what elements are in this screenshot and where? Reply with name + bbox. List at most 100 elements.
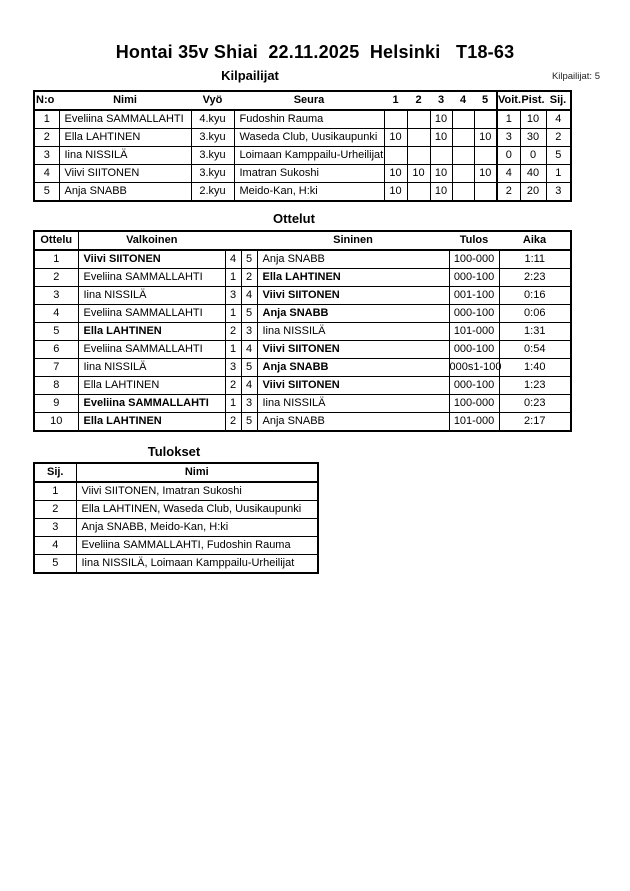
table-row: 2 Ella LAHTINEN 3.kyu Waseda Club, Uusik… <box>33 128 572 147</box>
cell-match-2: 10 <box>406 164 431 183</box>
cell-tulos: 000-100 <box>448 340 500 359</box>
cell-valkoinen-no: 3 <box>224 286 242 305</box>
cell-sininen-no: 2 <box>240 268 258 287</box>
cell-valkoinen-no: 2 <box>224 322 242 341</box>
cell-nimi: Viivi SIITONEN, Imatran Sukoshi <box>75 481 319 501</box>
cell-sininen-name: Iina NISSILÄ <box>256 322 450 341</box>
col-header-tulos: Tulos <box>449 230 499 251</box>
cell-sij: 5 <box>545 146 572 165</box>
kilpailijat-table: N:o Nimi Vyö Seura 1 2 3 4 5 Voit. Pist.… <box>33 90 572 202</box>
cell-nimi: Eveliina SAMMALLAHTI, Fudoshin Rauma <box>75 536 319 555</box>
cell-voit: 4 <box>496 164 521 183</box>
cell-nimi: Iina NISSILÄ <box>58 146 192 165</box>
cell-seura: Meido-Kan, H:ki <box>233 182 385 202</box>
cell-aika: 1:11 <box>498 249 572 269</box>
col-header-1: 1 <box>384 90 407 111</box>
cell-match-5 <box>473 182 498 202</box>
cell-vyo: 4.kyu <box>190 109 235 129</box>
cell-tulos: 000-100 <box>448 376 500 395</box>
cell-match-no: 7 <box>33 358 79 377</box>
cell-match-no: 5 <box>33 322 79 341</box>
col-header-4: 4 <box>452 90 474 111</box>
cell-valkoinen-name: Eveliina SAMMALLAHTI <box>77 394 226 413</box>
col-header-sininen-no <box>241 230 257 251</box>
col-header-sininen: Sininen <box>257 230 449 251</box>
cell-match-4 <box>451 182 475 202</box>
cell-sininen-no: 4 <box>240 340 258 359</box>
cell-sininen-name: Viivi SIITONEN <box>256 340 450 359</box>
table-row: 7 Iina NISSILÄ 3 5 Anja SNABB 000s1-100 … <box>33 358 572 377</box>
col-header-aika: Aika <box>499 230 571 251</box>
cell-match-5: 10 <box>473 128 498 147</box>
table-row: 3 Iina NISSILÄ 3 4 Viivi SIITONEN 001-10… <box>33 286 572 305</box>
cell-tulos: 101-000 <box>448 412 500 432</box>
cell-match-no: 8 <box>33 376 79 395</box>
cell-match-4 <box>451 109 475 129</box>
cell-match-no: 2 <box>33 268 79 287</box>
table-row: 10 Ella LAHTINEN 2 5 Anja SNABB 101-000 … <box>33 412 572 432</box>
table-row: 2 Eveliina SAMMALLAHTI 1 2 Ella LAHTINEN… <box>33 268 572 287</box>
cell-match-1: 10 <box>383 128 408 147</box>
section-title-ottelut: Ottelut <box>273 211 315 226</box>
table-row: 4 Eveliina SAMMALLAHTI, Fudoshin Rauma <box>33 536 319 555</box>
cell-nimi: Viivi SIITONEN <box>58 164 192 183</box>
cell-sininen-no: 5 <box>240 412 258 432</box>
cell-sininen-no: 3 <box>240 322 258 341</box>
cell-seura: Imatran Sukoshi <box>233 164 385 183</box>
cell-aika: 0:06 <box>498 304 572 323</box>
cell-tulos: 000-100 <box>448 304 500 323</box>
cell-sininen-name: Anja SNABB <box>256 358 450 377</box>
cell-seura: Loimaan Kamppailu-Urheilijat <box>233 146 385 165</box>
cell-valkoinen-name: Iina NISSILÄ <box>77 358 226 377</box>
cell-aika: 0:23 <box>498 394 572 413</box>
cell-match-1: 10 <box>383 182 408 202</box>
cell-vyo: 3.kyu <box>190 164 235 183</box>
ottelut-header-row: Ottelu Valkoinen Sininen Tulos Aika <box>34 230 571 251</box>
table-row: 6 Eveliina SAMMALLAHTI 1 4 Viivi SIITONE… <box>33 340 572 359</box>
cell-valkoinen-no: 4 <box>224 249 242 269</box>
table-row: 3 Anja SNABB, Meido-Kan, H:ki <box>33 518 319 537</box>
cell-match-no: 3 <box>33 286 79 305</box>
cell-pist: 40 <box>519 164 547 183</box>
cell-match-5 <box>473 109 498 129</box>
cell-pist: 10 <box>519 109 547 129</box>
cell-match-no: 9 <box>33 394 79 413</box>
cell-match-5 <box>473 146 498 165</box>
cell-match-no: 6 <box>33 340 79 359</box>
cell-aika: 2:17 <box>498 412 572 432</box>
table-row: 1 Viivi SIITONEN, Imatran Sukoshi <box>33 481 319 501</box>
cell-valkoinen-name: Eveliina SAMMALLAHTI <box>77 304 226 323</box>
cell-valkoinen-no: 1 <box>224 268 242 287</box>
table-row: 9 Eveliina SAMMALLAHTI 1 3 Iina NISSILÄ … <box>33 394 572 413</box>
cell-match-5: 10 <box>473 164 498 183</box>
cell-sininen-no: 4 <box>240 376 258 395</box>
cell-valkoinen-no: 1 <box>224 304 242 323</box>
cell-no: 2 <box>33 128 60 147</box>
cell-nimi: Ella LAHTINEN, Waseda Club, Uusikaupunki <box>75 500 319 519</box>
cell-sininen-no: 5 <box>240 249 258 269</box>
cell-tulos: 100-000 <box>448 249 500 269</box>
cell-match-3: 10 <box>429 109 453 129</box>
cell-nimi: Anja SNABB <box>58 182 192 202</box>
cell-valkoinen-no: 2 <box>224 412 242 432</box>
cell-sininen-no: 5 <box>240 358 258 377</box>
cell-sininen-name: Anja SNABB <box>256 304 450 323</box>
cell-valkoinen-no: 3 <box>224 358 242 377</box>
cell-match-no: 10 <box>33 412 79 432</box>
cell-sij: 2 <box>33 500 77 519</box>
cell-match-2 <box>406 182 431 202</box>
cell-valkoinen-name: Eveliina SAMMALLAHTI <box>77 340 226 359</box>
cell-match-1: 10 <box>383 164 408 183</box>
col-header-sij: Sij. <box>34 462 77 483</box>
table-row: 5 Anja SNABB 2.kyu Meido-Kan, H:ki 10 10… <box>33 182 572 202</box>
cell-tulos: 000-100 <box>448 268 500 287</box>
cell-sininen-no: 4 <box>240 286 258 305</box>
cell-aika: 1:40 <box>498 358 572 377</box>
tulokset-header-row: Sij. Nimi <box>34 462 318 483</box>
cell-sininen-name: Viivi SIITONEN <box>256 376 450 395</box>
cell-voit: 0 <box>496 146 521 165</box>
col-header-2: 2 <box>407 90 430 111</box>
cell-tulos: 100-000 <box>448 394 500 413</box>
cell-valkoinen-name: Ella LAHTINEN <box>77 322 226 341</box>
